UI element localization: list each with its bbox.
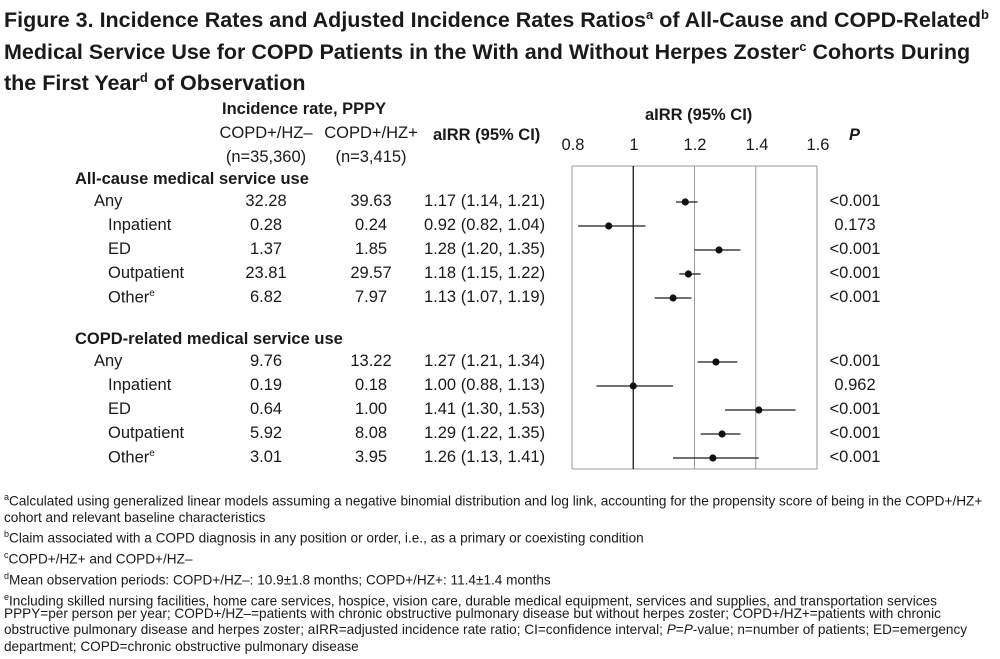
rate-with-hz: 39.63 [350,192,392,210]
rate-without-hz: 23.81 [245,264,287,282]
point-estimate [681,198,689,206]
plot-header: aIRR (95% CI) [645,106,753,124]
row-label: ED [108,240,131,258]
point-estimate [715,246,723,254]
point-estimate [669,294,677,302]
section-label-all-cause: All-cause medical service use [75,170,309,188]
col2-n-header: (n=3,415) [335,148,407,166]
p-value-header: P [849,126,861,144]
p-value: <0.001 [829,288,881,306]
rate-with-hz: 8.08 [354,424,388,442]
row-label: Any [94,352,123,370]
rate-with-hz: 1.00 [354,400,388,418]
airr-column-header: aIRR (95% CI) [433,126,541,144]
rate-without-hz: 1.37 [249,240,283,258]
rate-without-hz: 9.76 [249,352,283,370]
p-value: <0.001 [829,448,881,466]
rate-without-hz: 0.28 [249,216,283,234]
row-label: Outpatient [108,424,185,442]
x-tick-label: 1.6 [806,136,830,154]
x-tick-label: 1.2 [683,136,707,154]
rate-with-hz: 0.24 [354,216,388,234]
rate-without-hz: 5.92 [249,424,283,442]
p-value: <0.001 [829,192,881,210]
footnote-e: eIncluding skilled nursing facilities, h… [4,592,937,609]
footnote-d: dMean observation periods: COPD+/HZ–: 10… [4,571,551,588]
row-label: ED [108,400,131,418]
abbreviations: PPPY=per person per year; COPD+/HZ–=pati… [4,606,968,654]
col2-name-header: COPD+/HZ+ [324,124,418,142]
airr-value: 1.17 (1.14, 1.21) [424,192,546,210]
rate-without-hz: 3.01 [249,448,283,466]
row-label: Any [94,192,123,210]
airr-value: 1.27 (1.21, 1.34) [424,352,546,370]
p-value: <0.001 [829,240,881,258]
airr-value: 0.92 (0.82, 1.04) [424,216,546,234]
airr-value: 1.18 (1.15, 1.22) [424,264,546,282]
row-label: Othere [108,448,155,467]
point-estimate [718,430,726,438]
rate-with-hz: 29.57 [350,264,392,282]
row-label: Inpatient [108,376,172,394]
point-estimate [709,454,717,462]
airr-value: 1.26 (1.13, 1.41) [424,448,546,466]
point-estimate [755,406,763,414]
row-label: Othere [108,288,155,307]
point-estimate [712,358,720,366]
footnote-c: cCOPD+/HZ+ and COPD+/HZ– [4,550,193,567]
p-value: <0.001 [829,264,881,282]
rate-with-hz: 7.97 [354,288,388,306]
rate-without-hz: 6.82 [249,288,283,306]
x-tick-label: 0.8 [561,136,585,154]
p-value: <0.001 [829,352,881,370]
airr-value: 1.41 (1.30, 1.53) [424,400,546,418]
col1-name-header: COPD+/HZ– [219,124,313,142]
rate-without-hz: 0.64 [249,400,283,418]
p-value: <0.001 [829,400,881,418]
rate-without-hz: 32.28 [245,192,287,210]
airr-value: 1.00 (0.88, 1.13) [424,376,546,394]
airr-value: 1.28 (1.20, 1.35) [424,240,546,258]
footnotes: aCalculated using generalized linear mod… [4,489,994,610]
x-tick-label: 1.4 [745,136,769,154]
airr-value: 1.29 (1.22, 1.35) [424,424,546,442]
rate-with-hz: 13.22 [350,352,392,370]
footnote-b: bClaim associated with a COPD diagnosis … [4,529,644,546]
rate-with-hz: 3.95 [354,448,388,466]
incidence-rate-header: Incidence rate, PPPY [222,100,387,118]
section-label-copd-related: COPD-related medical service use [75,330,343,348]
x-tick-label: 1 [629,136,639,154]
col1-n-header: (n=35,360) [225,148,307,166]
figure-title: Figure 3. Incidence Rates and Adjusted I… [4,7,989,96]
rate-without-hz: 0.19 [249,376,283,394]
airr-value: 1.13 (1.07, 1.19) [424,288,546,306]
rate-with-hz: 1.85 [354,240,388,258]
p-value: <0.001 [829,424,881,442]
row-label: Inpatient [108,216,172,234]
point-estimate [684,270,692,278]
point-estimate [605,222,613,230]
p-value: 0.962 [834,376,876,394]
footnote-a: aCalculated using generalized linear mod… [4,492,983,525]
rate-with-hz: 0.18 [354,376,388,394]
p-value: 0.173 [834,216,876,234]
point-estimate [629,382,637,390]
row-label: Outpatient [108,264,185,282]
